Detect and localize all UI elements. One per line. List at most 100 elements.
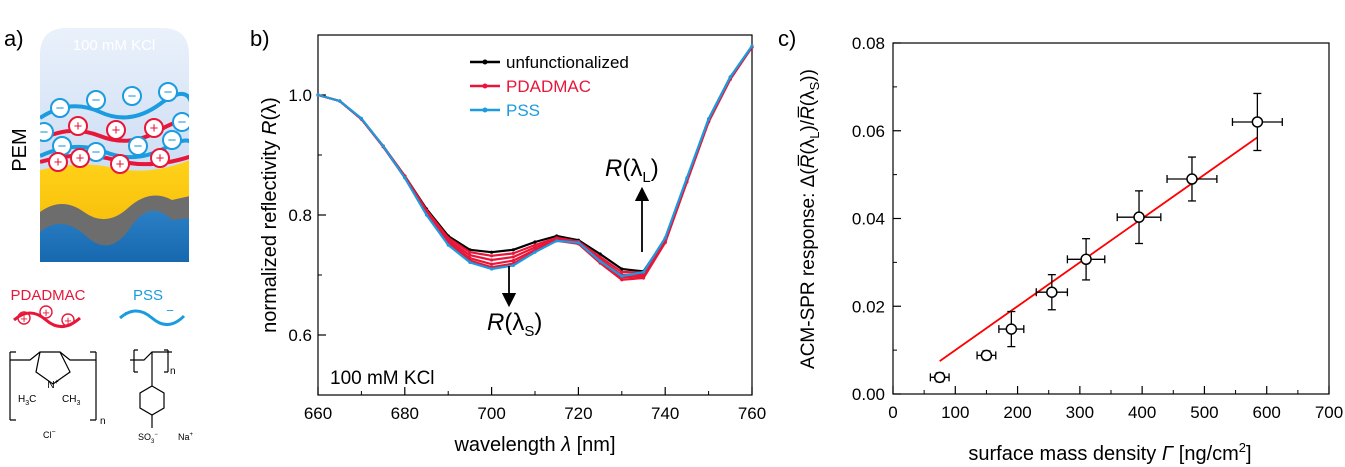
x-tick-label: 700 <box>1315 403 1343 422</box>
cation-icon: + <box>106 120 126 140</box>
sensor-schematic: − − − −−+ + +−− − − −+ ++ + <box>40 28 189 262</box>
cation-icon: + <box>70 148 90 168</box>
series-point <box>555 239 559 243</box>
cation-icon: + <box>64 313 72 328</box>
data-point <box>1116 190 1162 245</box>
panel-b: b) 660 680 700 720 740 760 0.6 0.8 1.0 normalize… <box>250 26 766 456</box>
x-tick-label: 660 <box>304 404 332 423</box>
x-tick-label: 760 <box>738 404 766 423</box>
series-point <box>490 254 494 258</box>
ch3-group: CH3 <box>62 394 80 407</box>
point-marker <box>1046 286 1058 298</box>
panel-a-label: a) <box>4 26 24 51</box>
anion-icon: − <box>124 305 132 320</box>
series-point <box>490 250 494 254</box>
pdadmac-chain-icon <box>13 311 81 328</box>
series-point <box>446 243 450 247</box>
series-point <box>511 259 515 263</box>
anion-icon: − <box>172 112 189 132</box>
series-point <box>359 116 363 120</box>
point-marker <box>1133 211 1145 223</box>
x-tick-label: 0 <box>888 403 897 422</box>
anion-icon: − <box>52 136 72 156</box>
sulfonate-group: SO3− <box>138 432 158 445</box>
panel-c-label: c) <box>778 26 796 51</box>
plot-b-legend: unfunctionalized PDADMAC PSS <box>470 53 629 120</box>
series-point <box>707 117 711 121</box>
legend-marker <box>482 59 488 65</box>
data-point <box>998 310 1025 348</box>
anion-icon: − <box>162 130 182 150</box>
pem-label: PEM <box>9 128 31 171</box>
pss-chain-icon <box>119 309 186 326</box>
n-atom: N+ <box>47 379 58 391</box>
anion-icon: − <box>128 136 148 156</box>
point-marker <box>1186 173 1198 185</box>
h3c-group: H3C <box>18 394 36 407</box>
legend-label: PSS <box>506 101 540 120</box>
legend-label: PDADMAC <box>506 77 591 96</box>
series-point <box>750 44 754 48</box>
fit-line <box>939 136 1258 362</box>
data-point <box>976 349 997 362</box>
svg-text:+: + <box>150 120 159 137</box>
series-point <box>533 240 537 244</box>
plot-c-ylabel: ACM-SPR response: Δ(R̅(λL)/R̅(λS)) <box>798 69 822 369</box>
data-point <box>1066 238 1106 281</box>
legend-marker <box>482 107 488 113</box>
cation-icon: + <box>144 118 164 138</box>
plot-b-ylabel: normalized reflectivity R(λ) <box>259 97 281 333</box>
y-tick-label: 0.06 <box>852 122 885 141</box>
svg-text:+: + <box>54 154 63 171</box>
plot-b-series <box>316 44 754 282</box>
series-point <box>468 260 472 264</box>
series-point <box>728 75 732 79</box>
series-point <box>598 252 602 256</box>
pdadmac-structure <box>9 351 97 421</box>
svg-text:−: − <box>56 100 65 117</box>
svg-text:−: − <box>178 114 187 131</box>
anion-icon: − <box>158 82 178 102</box>
legend-marker <box>482 83 488 89</box>
cation-icon: + <box>20 311 28 326</box>
y-tick-label: 1.0 <box>288 86 312 105</box>
cation-icon: + <box>150 148 170 168</box>
series-point <box>620 267 624 271</box>
x-tick-label: 300 <box>1066 403 1094 422</box>
anion-icon: − <box>166 303 174 318</box>
cation-icon: + <box>42 305 50 320</box>
y-tick-label: 0.00 <box>852 385 885 404</box>
data-point <box>1035 274 1069 311</box>
sodium-counterion: Na+ <box>178 432 194 442</box>
x-tick-label: 700 <box>477 404 505 423</box>
series-point <box>468 253 472 257</box>
series-point <box>490 262 494 266</box>
series-point <box>316 93 320 97</box>
plot-c-ticks: 0 100 200 300 400 500 600 700 0.00 0.02 0.04 0.06 0.… <box>852 34 1343 422</box>
svg-text:−: − <box>164 84 173 101</box>
cation-icon: + <box>68 116 88 136</box>
data-point <box>1231 92 1283 152</box>
plot-c-xlabel: surface mass density Γ [ng/cm2] <box>968 440 1251 465</box>
plot-b-ticks: 660 680 700 720 740 760 0.6 0.8 1.0 <box>288 86 766 423</box>
series-point <box>511 255 515 259</box>
point-marker <box>933 371 946 384</box>
series-point <box>641 276 646 280</box>
svg-text:−: − <box>40 124 49 141</box>
series-point <box>620 274 624 278</box>
anion-icon: − <box>122 86 142 106</box>
series-point <box>533 250 537 254</box>
series-point <box>338 99 342 103</box>
x-tick-label: 100 <box>941 403 969 422</box>
x-tick-label: 400 <box>1128 403 1156 422</box>
legend-label: unfunctionalized <box>506 53 629 72</box>
series-point <box>424 213 429 217</box>
svg-text:+: + <box>116 156 125 173</box>
pss-repeat: n <box>170 366 176 377</box>
substrate-layer <box>40 210 189 262</box>
y-tick-label: 0.08 <box>852 34 885 53</box>
svg-text:−: − <box>92 144 101 161</box>
svg-text:+: + <box>156 150 165 167</box>
series-point <box>641 270 646 274</box>
pdadmac-repeat: n <box>100 416 106 427</box>
